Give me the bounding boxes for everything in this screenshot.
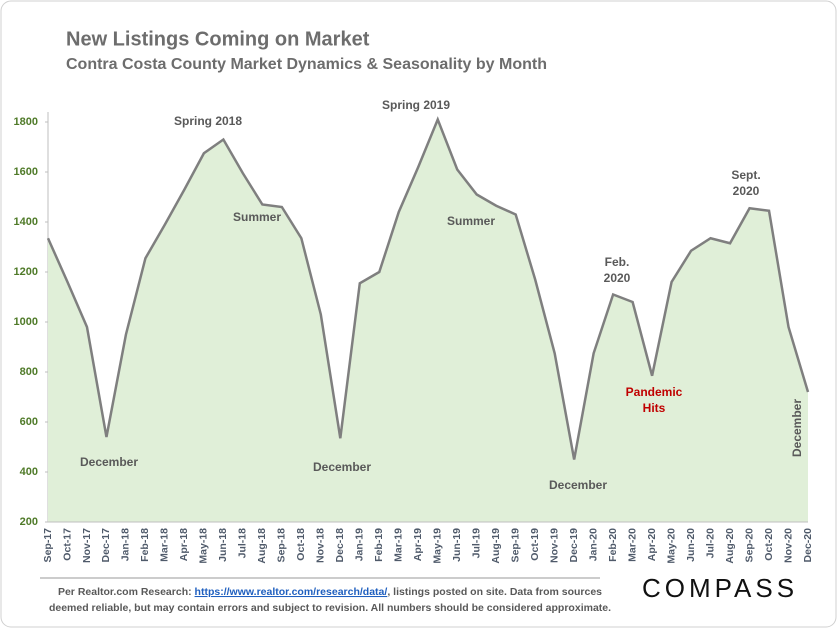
annotation-line: 2020 — [733, 184, 760, 198]
y-tick-label: 1000 — [14, 316, 38, 328]
x-tick-label: May-18 — [198, 528, 210, 564]
y-tick-label: 1600 — [14, 166, 38, 178]
annotation-line: 2020 — [604, 271, 631, 285]
annotation-line: Summer — [233, 210, 281, 224]
annotation-line: December — [80, 455, 138, 469]
x-tick-label: Jan-18 — [120, 528, 132, 561]
x-tick-label: Jul-20 — [704, 528, 716, 559]
y-tick-label: 400 — [20, 466, 38, 478]
y-tick-label: 200 — [20, 516, 38, 528]
x-tick-label: Dec-20 — [802, 528, 814, 563]
x-tick-label: Nov-19 — [548, 528, 560, 563]
annotation: December — [313, 460, 371, 474]
x-tick-label: Nov-18 — [315, 528, 327, 563]
line — [46, 116, 810, 460]
x-tick-label: Sep-20 — [743, 528, 755, 563]
chart-subtitle: Contra Costa County Market Dynamics & Se… — [66, 56, 547, 73]
footer-link[interactable]: https://www.realtor.com/research/data/ — [195, 586, 388, 598]
x-tick-label: Aug-19 — [490, 528, 502, 564]
annotation-line: December — [549, 478, 607, 492]
annotation: December — [549, 478, 607, 492]
annotation-line: Spring 2018 — [174, 114, 242, 128]
x-tick-label: Nov-20 — [782, 528, 794, 563]
annotation-line: Summer — [447, 214, 495, 228]
x-tick-label: Sep-17 — [42, 528, 54, 563]
annotation-line: Sept. — [731, 168, 760, 182]
annotation-line: Hits — [643, 401, 666, 415]
annotation: December — [790, 399, 804, 457]
footer-prefix: Per Realtor.com Research: — [58, 586, 192, 598]
x-tick-label: Jun-20 — [685, 528, 697, 562]
y-tick-label: 1200 — [14, 266, 38, 278]
x-tick-label: Oct-20 — [763, 528, 775, 561]
x-tick-label: Oct-19 — [529, 528, 541, 561]
footer-rest: , listings posted on site. Data from sou… — [387, 586, 602, 598]
logo: COMPASS — [642, 573, 798, 603]
x-tick-label: Sep-18 — [276, 528, 288, 563]
footer-line2: deemed reliable, but may contain errors … — [49, 602, 611, 614]
annotation-line: December — [790, 399, 804, 457]
y-tick-label: 1400 — [14, 216, 38, 228]
annotation: Summer — [233, 210, 281, 224]
x-tick-label: Apr-20 — [646, 528, 658, 561]
x-tick-label: Apr-18 — [178, 528, 190, 561]
x-tick-label: Jul-19 — [470, 528, 482, 559]
x-tick-label: Mar-19 — [393, 528, 405, 562]
annotation: Summer — [447, 214, 495, 228]
annotation: Sept. 2020 — [731, 168, 760, 198]
x-tick-label: Dec-17 — [100, 528, 112, 563]
x-tick-label: Sep-19 — [509, 528, 521, 563]
annotation: Pandemic Hits — [626, 385, 683, 415]
area — [48, 119, 808, 522]
x-tick-label: Mar-18 — [159, 528, 171, 562]
annotation: Spring 2018 — [174, 114, 242, 128]
x-tick-label: Nov-17 — [81, 528, 93, 563]
annotation: Feb. 2020 — [604, 255, 631, 285]
x-tick-label: May-19 — [432, 528, 444, 564]
x-tick-label: Apr-19 — [412, 528, 424, 561]
annotation: Spring 2019 — [382, 98, 450, 112]
x-tick-label: Feb-20 — [607, 528, 619, 562]
y-tick-label: 800 — [20, 366, 38, 378]
x-tick-label: May-20 — [665, 528, 677, 564]
y-tick-label: 600 — [20, 416, 38, 428]
x-tick-label: Feb-19 — [373, 528, 385, 562]
x-tick-label: Mar-20 — [626, 528, 638, 562]
chart-title: New Listings Coming on Market — [66, 28, 370, 50]
annotation-line: December — [313, 460, 371, 474]
y-tick-label: 1800 — [14, 116, 38, 128]
annotation: December — [80, 455, 138, 469]
x-tick-label: Dec-18 — [334, 528, 346, 563]
annotation-line: Spring 2019 — [382, 98, 450, 112]
x-tick-label: Jan-20 — [587, 528, 599, 561]
annotation-line: Pandemic — [626, 385, 683, 399]
x-tick-label: Jan-19 — [354, 528, 366, 561]
x-tick-label: Aug-20 — [724, 528, 736, 564]
x-tick-label: Feb-18 — [139, 528, 151, 562]
x-tick-label: Aug-18 — [256, 528, 268, 564]
x-tick-label: Jun-19 — [451, 528, 463, 562]
x-tick-label: Jul-18 — [237, 528, 249, 559]
x-tick-label: Jun-18 — [217, 528, 229, 562]
x-tick-label: Dec-19 — [568, 528, 580, 563]
x-tick-label: Oct-17 — [61, 528, 73, 561]
x-tick-label: Oct-18 — [295, 528, 307, 561]
footer-line1: Per Realtor.com Research: https://www.re… — [58, 586, 602, 598]
annotation-line: Feb. — [605, 255, 630, 269]
